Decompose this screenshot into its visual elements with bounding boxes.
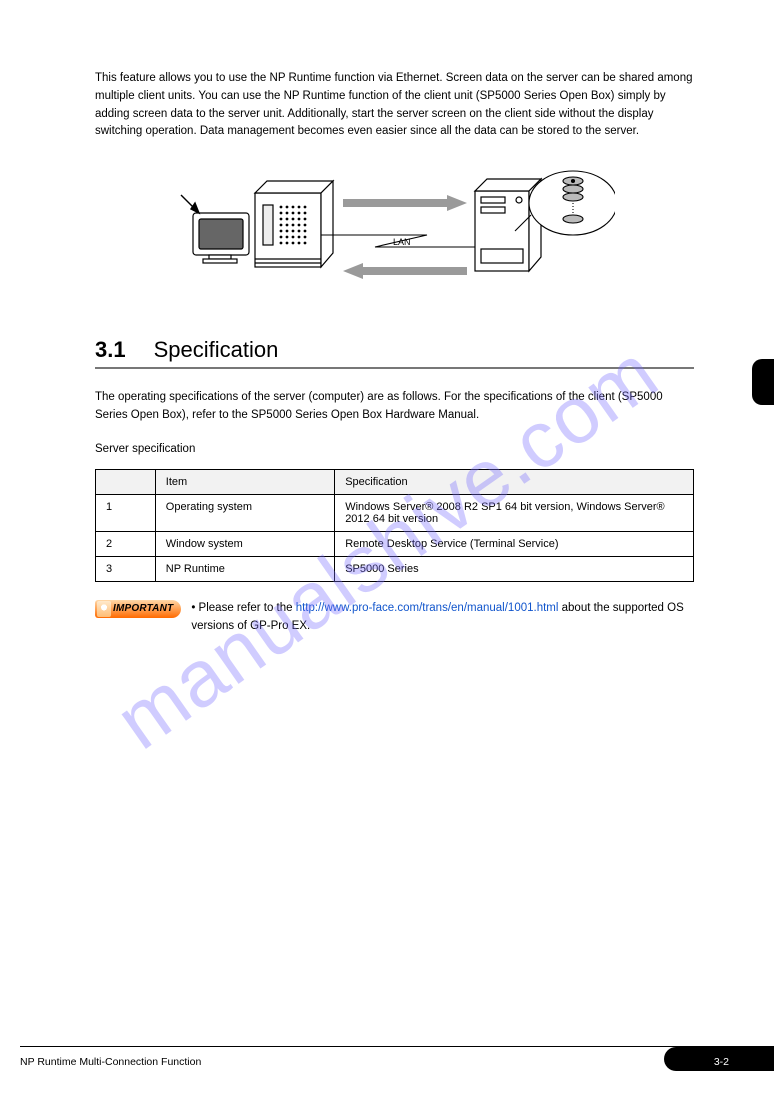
table-header: Specification (335, 469, 694, 494)
table-cell: NP Runtime (155, 556, 334, 581)
section-paragraph: The operating specifications of the serv… (95, 389, 694, 425)
table-cell: Windows Server® 2008 R2 SP1 64 bit versi… (335, 494, 694, 531)
lan-label: LAN (393, 237, 411, 247)
table-header (96, 469, 156, 494)
table-cell: Operating system (155, 494, 334, 531)
bottom-divider (20, 1046, 774, 1047)
side-tab-top (752, 359, 774, 405)
table-cell: 3 (96, 556, 156, 581)
table-row: 1 Operating system Windows Server® 2008 … (96, 494, 694, 531)
diagram-container: LAN (95, 153, 694, 313)
section-heading: 3.1 Specification (95, 337, 694, 363)
page-container: This feature allows you to use the NP Ru… (0, 0, 774, 1094)
spec-table-label: Server specification (95, 443, 694, 455)
intro-paragraph: This feature allows you to use the NP Ru… (95, 70, 694, 141)
section-rule (95, 367, 694, 369)
table-cell: Remote Desktop Service (Terminal Service… (335, 531, 694, 556)
table-cell: 1 (96, 494, 156, 531)
important-badge-icon: IMPORTANT (95, 600, 181, 618)
footer-page-number: 3-2 (714, 1056, 729, 1068)
table-cell: Window system (155, 531, 334, 556)
important-note: IMPORTANT • Please refer to the http://w… (95, 600, 694, 636)
table-row: 3 NP Runtime SP5000 Series (96, 556, 694, 581)
important-link[interactable]: http://www.pro-face.com/trans/en/manual/… (296, 602, 559, 614)
important-text-before: • Please refer to the (191, 602, 295, 614)
network-diagram: LAN (175, 153, 615, 313)
important-text: • Please refer to the http://www.pro-fac… (191, 600, 694, 636)
section-number: 3.1 (95, 337, 126, 363)
spec-table: Item Specification 1 Operating system Wi… (95, 469, 694, 582)
section-title: Specification (154, 337, 279, 363)
table-cell: SP5000 Series (335, 556, 694, 581)
table-header-row: Item Specification (96, 469, 694, 494)
footer-left: NP Runtime Multi-Connection Function (20, 1056, 201, 1068)
table-cell: 2 (96, 531, 156, 556)
table-header: Item (155, 469, 334, 494)
table-row: 2 Window system Remote Desktop Service (… (96, 531, 694, 556)
